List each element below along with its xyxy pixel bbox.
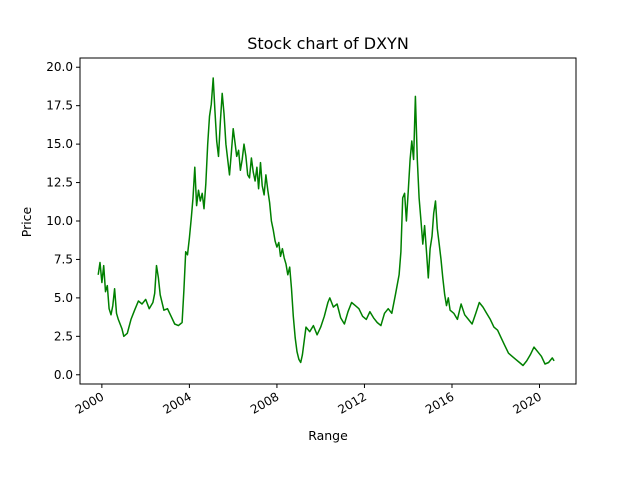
y-tick-label: 5.0 (54, 291, 73, 305)
price-series-line (97, 77, 555, 367)
chart-title: Stock chart of DXYN (247, 34, 409, 53)
y-tick-label: 20.0 (46, 60, 73, 74)
y-tick-label: 0.0 (54, 368, 73, 382)
y-tick-label: 15.0 (46, 137, 73, 151)
y-axis-ticks: 0.0 2.5 5.0 7.5 10.0 12.5 15.0 17.5 20.0 (46, 60, 80, 382)
plot-area (97, 77, 555, 367)
y-tick-label: 10.0 (46, 214, 73, 228)
y-tick-label: 7.5 (54, 252, 73, 266)
y-tick-label: 2.5 (54, 329, 73, 343)
y-tick-label: 17.5 (46, 99, 73, 113)
y-tick-label: 12.5 (46, 176, 73, 190)
y-axis-label: Price (19, 206, 34, 237)
x-axis-label: Range (308, 428, 348, 443)
